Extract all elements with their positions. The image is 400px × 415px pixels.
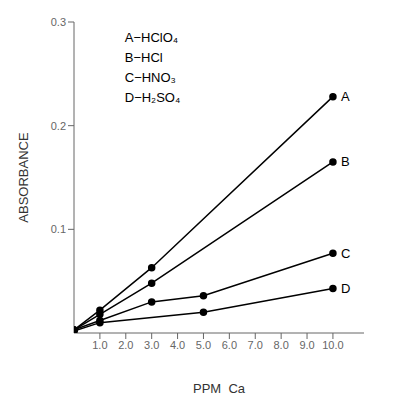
svg-text:3.0: 3.0 [144,339,159,351]
svg-text:10.0: 10.0 [322,339,343,351]
svg-text:A: A [341,89,350,104]
svg-text:2.0: 2.0 [118,339,133,351]
svg-text:1.0: 1.0 [92,339,107,351]
svg-text:5.0: 5.0 [196,339,211,351]
svg-text:C: C [341,246,350,261]
svg-text:ABSORBANCE: ABSORBANCE [16,132,31,223]
svg-text:PPM Ca: PPM Ca [193,381,246,396]
svg-text:D: D [341,281,350,296]
svg-text:4.0: 4.0 [170,339,185,351]
svg-text:7.0: 7.0 [248,339,263,351]
svg-text:6.0: 6.0 [222,339,237,351]
svg-text:0.3: 0.3 [51,16,66,28]
svg-text:9.0: 9.0 [299,339,314,351]
html-text:D−H₂SO₄: D−H₂SO₄ [124,90,181,105]
svg-text:8.0: 8.0 [273,339,288,351]
html-text:C−HNO₃: C−HNO₃ [124,70,176,85]
svg-text:B: B [341,154,350,169]
svg-text:0.2: 0.2 [51,120,66,132]
html-text:B−HCl: B−HCl [124,50,163,65]
html-text:A−HClO₄: A−HClO₄ [124,30,179,45]
svg-text:0.1: 0.1 [51,223,66,235]
